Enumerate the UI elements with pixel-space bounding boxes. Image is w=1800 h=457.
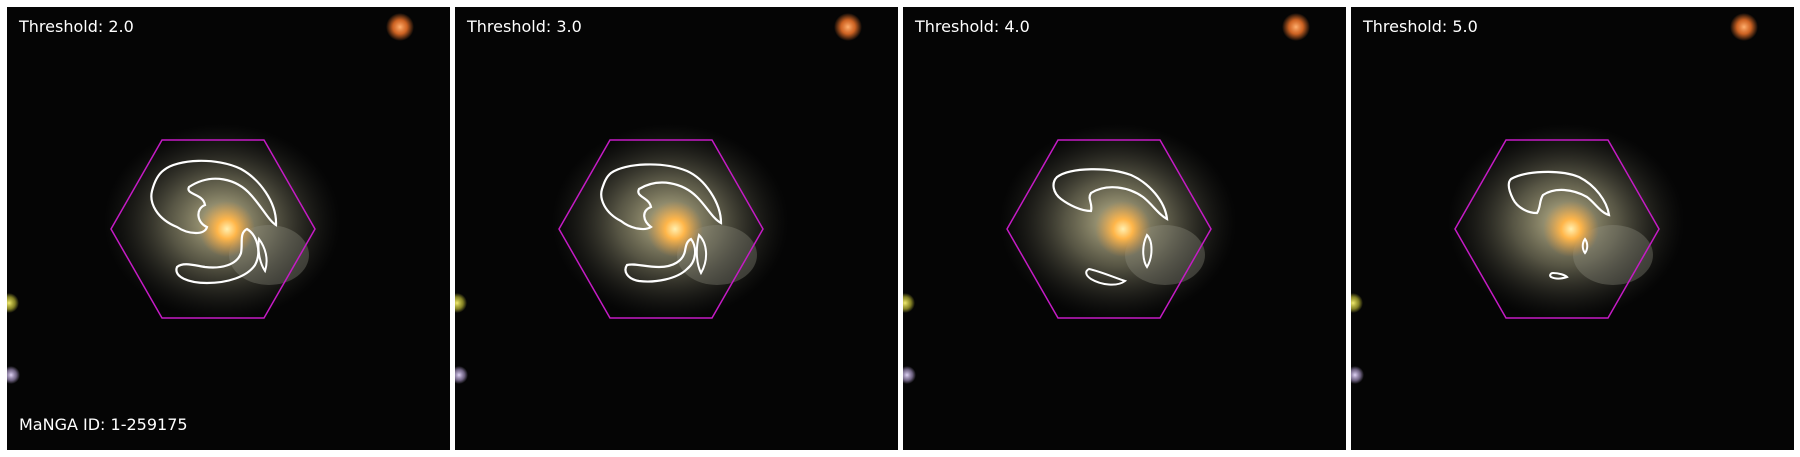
spiral-arm-contour-1 <box>150 159 278 235</box>
galaxy-image-panel-2 <box>455 7 898 450</box>
threshold-label: Threshold: 5.0 <box>1363 17 1478 36</box>
panel-threshold-2: Threshold: 2.0 MaNGA ID: 1-259175 <box>7 7 450 450</box>
spiral-arm-contour-1 <box>1052 168 1169 221</box>
panel-threshold-4: Threshold: 4.0 <box>903 7 1346 450</box>
orange-star <box>386 13 414 41</box>
ifu-hexagon <box>558 139 764 319</box>
orange-star <box>834 13 862 41</box>
yellow-star <box>7 293 19 313</box>
yellow-star <box>455 293 467 313</box>
panel-threshold-5: Threshold: 5.0 <box>1351 7 1794 450</box>
violet-star <box>903 366 916 384</box>
spiral-arm-contour-1 <box>600 163 723 231</box>
galaxy-image-panel-3 <box>903 7 1346 450</box>
panel-threshold-3: Threshold: 3.0 <box>455 7 898 450</box>
threshold-label: Threshold: 4.0 <box>915 17 1030 36</box>
spiral-arm-contour-2 <box>175 227 260 285</box>
spiral-arm-contour-2 <box>624 237 697 283</box>
spiral-arm-contour-3 <box>1549 271 1569 280</box>
galaxy-image-panel-4 <box>1351 7 1794 450</box>
violet-star <box>455 366 468 384</box>
violet-star <box>1351 366 1364 384</box>
spiral-arm-contour-2 <box>1581 237 1589 255</box>
spiral-arm-contour-3 <box>257 236 268 274</box>
spiral-arm-contour-1 <box>1507 170 1611 217</box>
manga-id-label: MaNGA ID: 1-259175 <box>19 415 188 434</box>
ifu-hexagon <box>1006 139 1212 319</box>
galaxy-core <box>647 201 703 257</box>
galaxy-core <box>1543 201 1599 257</box>
yellow-star <box>1351 293 1363 313</box>
orange-star <box>1282 13 1310 41</box>
yellow-star <box>903 293 915 313</box>
spiral-arm-contour-2 <box>1142 233 1153 269</box>
spiral-arm-contour-3 <box>1085 267 1128 286</box>
threshold-label: Threshold: 2.0 <box>19 17 134 36</box>
ifu-hexagon <box>110 139 316 319</box>
ifu-hexagon <box>1454 139 1660 319</box>
galaxy-image-panel-1 <box>7 7 450 450</box>
violet-star <box>7 366 20 384</box>
threshold-label: Threshold: 3.0 <box>467 17 582 36</box>
galaxy-core <box>1095 201 1151 257</box>
spiral-arm-contour-3 <box>695 233 707 276</box>
orange-star <box>1730 13 1758 41</box>
